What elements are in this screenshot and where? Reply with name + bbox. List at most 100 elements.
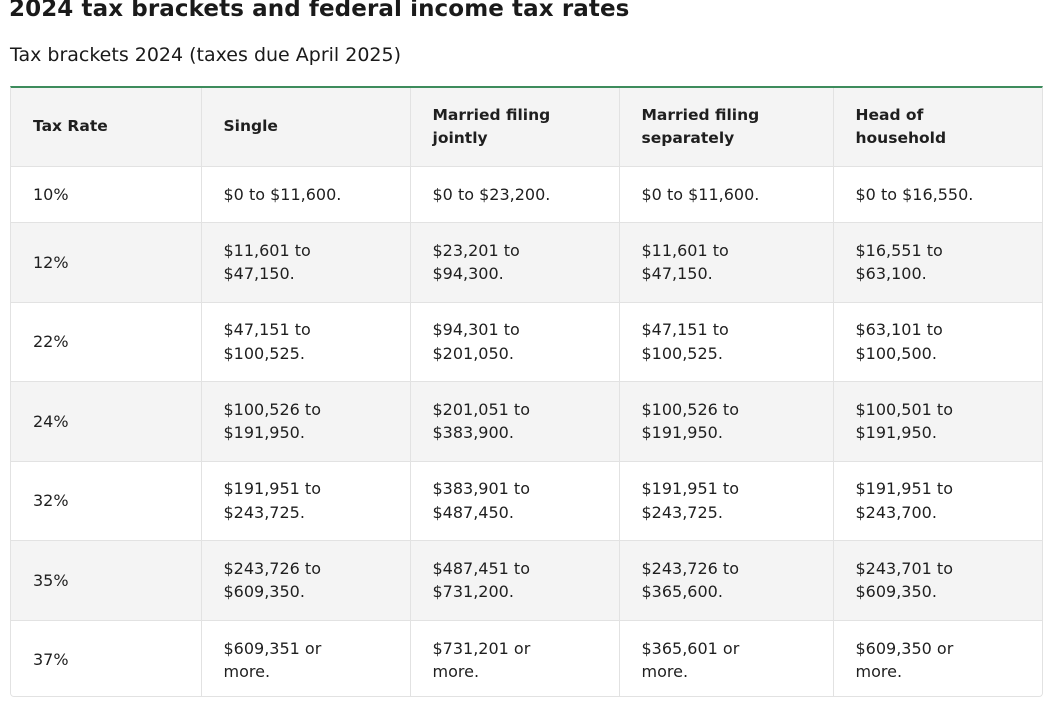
header-text: Single [223, 117, 278, 136]
cell-text: $0 to $23,200. [432, 184, 551, 204]
cell-text: $23,201 to [432, 240, 520, 260]
cell-text: more. [855, 662, 903, 681]
table-row: 32% $191,951 to $243,725. $383,901 to $487… [11, 461, 1042, 541]
table-row: 24% $100,526 to $191,950. $201,051 to $383… [11, 381, 1042, 462]
cell-text: $201,050. [432, 343, 514, 363]
cell-text: 32% [33, 491, 69, 510]
cell-text: $365,601 or [641, 638, 740, 658]
cell-text: $47,151 to [223, 320, 311, 340]
cell-head-of-household: $191,951 to $243,700. [833, 461, 1042, 541]
cell-text: $191,950. [855, 423, 937, 443]
cell-head-of-household: $16,551 to $63,100. [833, 222, 1042, 303]
cell-married-jointly: $23,201 to $94,300. [410, 222, 620, 303]
header-text: jointly [432, 129, 488, 147]
cell-head-of-household: $0 to $16,550. [833, 166, 1042, 223]
header-head-of-household: Head of household [833, 88, 1042, 167]
header-text: Married filing [641, 105, 760, 124]
table-row: 37% $609,351 or more. $731,201 or more. $3… [11, 620, 1042, 696]
cell-text: $609,351 or [223, 638, 322, 658]
cell-married-jointly: $201,051 to $383,900. [410, 381, 620, 462]
header-tax-rate: Tax Rate [11, 88, 202, 167]
cell-married-jointly: $487,451 to $731,200. [410, 540, 620, 621]
cell-text: $63,101 to [855, 320, 943, 340]
cell-text: $243,726 to [641, 558, 740, 578]
cell-text: $243,701 to [855, 558, 954, 578]
cell-married-separately: $365,601 or more. [619, 620, 834, 696]
cell-text: $94,300. [432, 264, 504, 284]
cell-head-of-household: $63,101 to $100,500. [833, 302, 1042, 382]
cell-married-jointly: $383,901 to $487,450. [410, 461, 620, 541]
header-text: Head of [855, 105, 924, 124]
cell-text: $16,551 to [855, 240, 943, 260]
cell-text: $243,725. [641, 502, 723, 522]
table-subtitle: Tax brackets 2024 (taxes due April 2025) [10, 44, 402, 66]
cell-text: $201,051 to [432, 399, 531, 419]
cell-single: $100,526 to $191,950. [201, 381, 411, 462]
cell-text: $100,526 to [641, 399, 740, 419]
cell-text: $100,525. [641, 343, 723, 363]
cell-single: $243,726 to $609,350. [201, 540, 411, 621]
cell-single: $47,151 to $100,525. [201, 302, 411, 382]
table-row: 12% $11,601 to $47,150. $23,201 to $94,300… [11, 222, 1042, 303]
table-header-row: Tax Rate Single Married filing jointly Ma… [11, 88, 1042, 167]
cell-text: $191,951 to [223, 479, 322, 499]
cell-married-separately: $191,951 to $243,725. [619, 461, 834, 541]
cell-single: $191,951 to $243,725. [201, 461, 411, 541]
cell-text: 37% [33, 650, 69, 670]
cell-text: $609,350 or [855, 638, 954, 658]
cell-head-of-household: $609,350 or more. [833, 620, 1042, 696]
cell-text: $609,350. [855, 582, 937, 602]
cell-tax-rate: 32% [11, 461, 202, 541]
cell-text: $47,150. [641, 264, 713, 284]
cell-text: 10% [33, 184, 69, 204]
cell-married-separately: $100,526 to $191,950. [619, 381, 834, 462]
cell-text: $11,601 to [641, 240, 729, 260]
cell-single: $11,601 to $47,150. [201, 222, 411, 303]
cell-head-of-household: $243,701 to $609,350. [833, 540, 1042, 621]
cell-text: $63,100. [855, 264, 927, 284]
header-married-separately: Married filing separately [619, 88, 834, 167]
cell-married-jointly: $94,301 to $201,050. [410, 302, 620, 382]
cell-tax-rate: 24% [11, 381, 202, 462]
cell-single: $609,351 or more. [201, 620, 411, 696]
cell-text: 35% [33, 570, 69, 590]
cell-text: $365,600. [641, 582, 723, 602]
tax-brackets-table: Tax Rate Single Married filing jointly Ma… [11, 88, 1042, 696]
cell-head-of-household: $100,501 to $191,950. [833, 381, 1042, 462]
cell-text: $243,726 to [223, 558, 322, 578]
cell-text: $243,725. [223, 502, 305, 522]
cell-married-separately: $47,151 to $100,525. [619, 302, 834, 382]
cell-text: $100,501 to [855, 399, 954, 419]
cell-text: $487,450. [432, 502, 514, 522]
header-text: separately [641, 129, 735, 147]
header-text: Married filing [432, 105, 551, 124]
cell-married-separately: $243,726 to $365,600. [619, 540, 834, 621]
cell-text: 12% [33, 252, 69, 272]
cell-text: $0 to $11,600. [223, 184, 342, 204]
cell-text: $609,350. [223, 582, 305, 602]
cell-text: $487,451 to [432, 558, 531, 578]
cell-text: $47,151 to [641, 320, 729, 340]
tax-brackets-table-container: Tax Rate Single Married filing jointly Ma… [10, 86, 1043, 697]
cell-text: $191,950. [223, 423, 305, 443]
table-row: 22% $47,151 to $100,525. $94,301 to $201,0… [11, 302, 1042, 382]
cell-text: more. [432, 662, 480, 681]
cell-text: $100,500. [855, 343, 937, 363]
table-row: 10% $0 to $11,600. $0 to $23,200. $0 to … [11, 166, 1042, 223]
cell-text: $731,201 or [432, 638, 531, 658]
header-text: household [855, 129, 947, 147]
cell-married-separately: $0 to $11,600. [619, 166, 834, 223]
cell-text: $191,951 to [855, 479, 954, 499]
cell-text: 24% [33, 411, 69, 431]
cell-text: more. [641, 662, 689, 681]
cell-text: $383,901 to [432, 479, 531, 499]
table-row: 35% $243,726 to $609,350. $487,451 to $731… [11, 540, 1042, 621]
cell-text: $191,951 to [641, 479, 740, 499]
cell-text: $100,526 to [223, 399, 322, 419]
cell-single: $0 to $11,600. [201, 166, 411, 223]
cell-married-jointly: $731,201 or more. [410, 620, 620, 696]
cell-married-separately: $11,601 to $47,150. [619, 222, 834, 303]
cell-text: $243,700. [855, 502, 937, 522]
header-single: Single [201, 88, 411, 167]
cell-text: $731,200. [432, 582, 514, 602]
